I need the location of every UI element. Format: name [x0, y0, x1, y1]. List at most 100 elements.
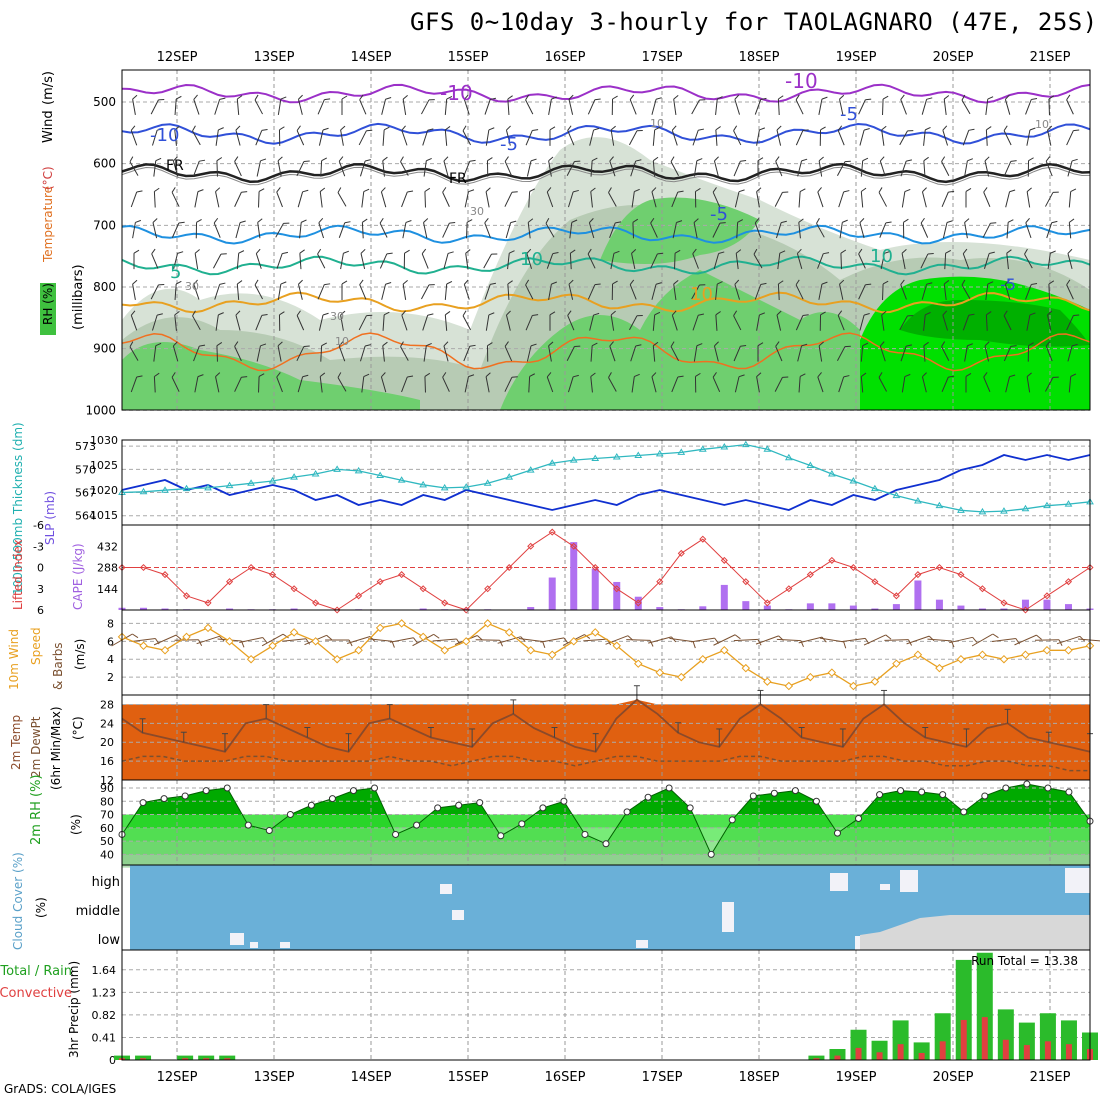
wind-barb — [172, 156, 179, 177]
barb-feather — [968, 128, 975, 131]
wind-barb — [153, 157, 162, 177]
cloud-patch — [250, 942, 258, 948]
barb-staff — [1003, 161, 1012, 177]
wind-barb — [381, 97, 392, 115]
precip-total-bar — [955, 959, 972, 1060]
wind-barb — [882, 95, 889, 116]
barb-feather — [718, 251, 725, 254]
wind-barb — [921, 372, 927, 393]
wind-barb — [340, 250, 350, 270]
thickness-marker — [1043, 501, 1051, 509]
barb-staff — [255, 253, 262, 269]
wind-barb — [151, 128, 163, 146]
barb-staff — [153, 160, 157, 177]
barb-feather — [193, 279, 198, 285]
precip-convective-bar — [1044, 1041, 1051, 1060]
cape-bar — [226, 608, 234, 610]
barb-staff — [923, 160, 926, 177]
wind-barb — [318, 312, 329, 331]
wind-barb — [713, 251, 725, 269]
wind-barb — [216, 157, 223, 177]
barb-staff — [129, 161, 139, 176]
rh-marker — [833, 829, 841, 837]
barb-feather — [133, 249, 140, 254]
wind-barb — [777, 280, 784, 300]
wind-barb — [337, 372, 347, 392]
barb-feather — [878, 187, 883, 193]
wind-barb — [590, 342, 598, 362]
barb-feather — [366, 314, 373, 317]
surface-wind-barb — [841, 637, 870, 645]
wind-barb — [153, 372, 160, 393]
cloud-patch — [722, 902, 734, 932]
thickness-marker — [741, 440, 750, 448]
barb-feather — [670, 341, 675, 347]
barb-feather — [341, 95, 348, 100]
wind-speed-marker — [504, 628, 514, 637]
barb-staff — [881, 314, 885, 331]
wind-barb — [983, 187, 991, 208]
wind-barb — [528, 373, 536, 393]
wind-barb — [486, 157, 493, 177]
barb-staff — [132, 284, 136, 300]
barb-staff — [795, 284, 804, 300]
barb-feather — [573, 189, 579, 193]
wind-barb — [878, 187, 887, 207]
barb-staff — [982, 222, 991, 238]
contour-label: -10 — [150, 125, 179, 146]
barb-staff — [567, 191, 574, 208]
wind-barb — [775, 156, 783, 177]
thickness-marker — [505, 473, 514, 480]
barb-feather — [926, 282, 933, 285]
barb-feather — [636, 314, 643, 317]
wind-barb — [670, 156, 679, 176]
li-marker — [677, 549, 685, 557]
barb-staff — [648, 636, 672, 644]
wind-barb — [380, 372, 387, 393]
rh-marker — [707, 850, 715, 858]
barb-feather — [445, 311, 451, 316]
barb-feather — [839, 94, 845, 100]
barb-feather — [942, 125, 948, 131]
wind-barb — [193, 159, 206, 177]
wind-barb — [258, 188, 265, 208]
barb-staff — [1003, 130, 1012, 146]
surface-wind-barb — [1014, 634, 1042, 646]
barb-staff — [941, 376, 949, 393]
wind-barb — [318, 127, 329, 146]
wind-barb — [215, 312, 224, 331]
barb-staff — [774, 192, 783, 207]
thickness-marker — [397, 476, 406, 483]
barb-staff — [444, 283, 448, 300]
wind-barb — [715, 96, 723, 116]
wind-barb — [278, 311, 285, 331]
rh-marker — [244, 821, 252, 829]
wind-barb — [380, 187, 387, 208]
wind-barb — [505, 125, 511, 146]
wind-barb — [1003, 160, 1017, 177]
barb-staff — [971, 633, 994, 647]
barb-feather — [303, 345, 310, 347]
barb-feather — [922, 187, 927, 193]
barb-staff — [282, 638, 307, 642]
cape-bar — [806, 603, 814, 610]
barb-staff — [921, 376, 927, 393]
wind-barb — [174, 125, 180, 146]
wind-barb — [1045, 341, 1053, 362]
barb-feather — [401, 310, 406, 316]
barb-feather — [649, 640, 654, 647]
precip-total-bar — [1018, 1022, 1035, 1060]
barb-feather — [693, 218, 699, 223]
barb-staff — [235, 129, 241, 146]
barb-staff — [318, 314, 324, 331]
wind-barb — [379, 217, 388, 238]
barb-staff — [1026, 314, 1031, 331]
wind-barb — [920, 252, 934, 269]
barb-staff — [878, 192, 887, 207]
barb-feather — [589, 218, 594, 223]
barb-feather — [1005, 279, 1010, 285]
thickness-tick-label: 573 — [75, 440, 96, 453]
rh-marker — [371, 784, 379, 792]
wind-barb — [401, 310, 408, 331]
wind-barb — [235, 310, 241, 331]
